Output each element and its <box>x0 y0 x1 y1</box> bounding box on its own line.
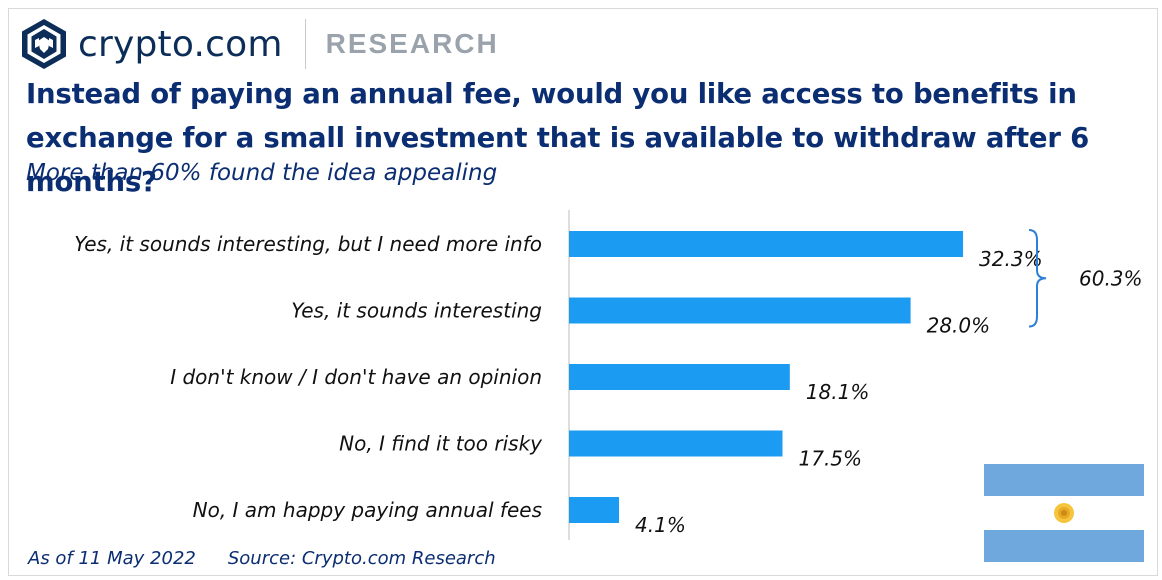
brand-name: crypto.com <box>78 23 283 65</box>
bracket-total-label: 60.3% <box>1079 266 1143 290</box>
bar <box>569 430 783 457</box>
chart-frame <box>8 8 1158 576</box>
category-label: No, I find it too risky <box>339 432 543 456</box>
value-label: 32.3% <box>979 247 1043 271</box>
sun-of-may-icon <box>1054 503 1074 523</box>
flag-stripe-top <box>984 464 1144 496</box>
value-label: 28.0% <box>927 314 991 338</box>
logo-divider <box>304 19 306 69</box>
source-note: Source: Crypto.com Research <box>227 548 496 569</box>
bar <box>569 364 790 390</box>
bar <box>569 231 964 257</box>
chart-title: Instead of paying an annual fee, would y… <box>26 78 1090 198</box>
category-label: No, I am happy paying annual fees <box>193 498 542 522</box>
value-label: 4.1% <box>635 513 686 537</box>
footer: As of 11 May 2022 Source: Crypto.com Res… <box>28 548 496 569</box>
flag-stripe-bottom <box>984 530 1144 562</box>
bracket-annotation <box>1028 229 1047 328</box>
as-of-date: As of 11 May 2022 <box>28 548 196 569</box>
logo: crypto.com RESEARCH <box>20 18 499 70</box>
category-label: I don't know / I don't have an opinion <box>170 365 542 389</box>
bar <box>569 497 620 523</box>
argentina-flag-icon <box>984 464 1144 562</box>
section-label: RESEARCH <box>325 28 499 59</box>
category-label: Yes, it sounds interesting, but I need m… <box>74 232 542 256</box>
chart-subtitle: More than 60% found the idea appealing <box>26 160 498 186</box>
bar <box>569 297 911 324</box>
crypto-com-logo-icon <box>22 19 66 69</box>
category-label: Yes, it sounds interesting <box>291 299 542 323</box>
value-label: 17.5% <box>799 447 863 471</box>
value-label: 18.1% <box>806 380 870 404</box>
